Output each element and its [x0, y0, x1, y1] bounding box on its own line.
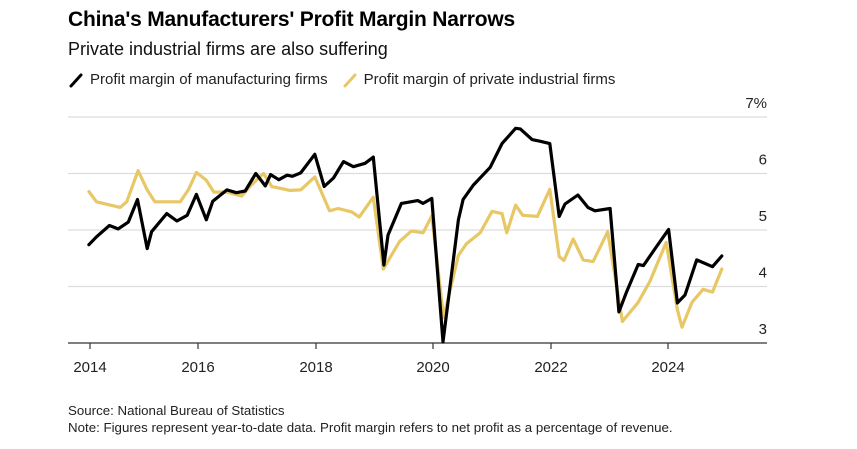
- chart-title: China's Manufacturers' Profit Margin Nar…: [68, 8, 515, 31]
- legend: Profit margin of manufacturing firms Pro…: [68, 71, 629, 88]
- y-tick-label: 7%: [745, 95, 767, 112]
- y-tick-label: 3: [759, 321, 767, 338]
- x-tick-label: 2024: [651, 359, 684, 376]
- x-tick-label: 2016: [181, 359, 214, 376]
- legend-item-private: Profit margin of private industrial firm…: [342, 71, 616, 88]
- legend-item-manufacturing: Profit margin of manufacturing firms: [68, 71, 328, 88]
- y-tick-label: 5: [759, 208, 767, 225]
- methodology-note: Note: Figures represent year-to-date dat…: [68, 420, 673, 435]
- y-tick-label: 4: [759, 265, 767, 282]
- y-tick-label: 6: [759, 152, 767, 169]
- y-axis-labels: 3 4 5 6 7%: [745, 95, 767, 338]
- gridlines: [68, 116, 767, 288]
- legend-line-icon: [343, 73, 357, 87]
- legend-label-private: Profit margin of private industrial firm…: [363, 71, 616, 88]
- source-note: Source: National Bureau of Statistics: [68, 403, 285, 418]
- series-line-private: [87, 169, 724, 329]
- legend-line-icon: [69, 73, 83, 87]
- legend-swatch-private: [343, 73, 357, 87]
- chart-subtitle: Private industrial firms are also suffer…: [68, 39, 388, 59]
- x-tick-label: 2014: [73, 359, 106, 376]
- series-line-manufacturing: [87, 126, 724, 344]
- x-tick-label: 2018: [299, 359, 332, 376]
- x-tick-label: 2022: [534, 359, 567, 376]
- legend-label-manufacturing: Profit margin of manufacturing firms: [90, 71, 328, 88]
- x-axis: 2014 2016 2018 2020 2022 2024: [68, 342, 767, 376]
- x-tick-label: 2020: [416, 359, 449, 376]
- legend-swatch-manufacturing: [69, 73, 83, 87]
- series-lines: [87, 126, 724, 344]
- chart-footer: Source: National Bureau of Statistics No…: [68, 402, 673, 436]
